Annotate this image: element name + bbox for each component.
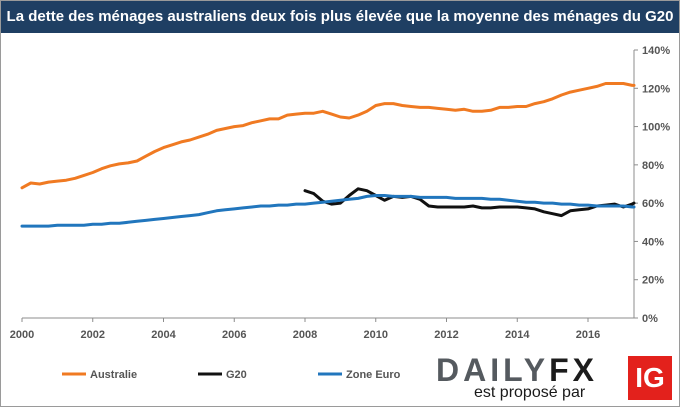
y-tick-label: 40%	[642, 236, 664, 248]
dailyfx-logo: DAILYFX est proposé par IG	[430, 352, 678, 404]
series-line-zone-euro	[20, 194, 636, 228]
x-tick-label: 2016	[576, 329, 600, 341]
chart-title: La dette des ménages australiens deux fo…	[1, 1, 679, 33]
y-tick-label: 0%	[642, 313, 658, 325]
legend-label: Zone Euro	[346, 369, 401, 381]
series-line-g20	[303, 187, 636, 218]
x-tick-label: 2000	[10, 329, 34, 341]
legend-label: G20	[226, 369, 247, 381]
y-tick-label: 120%	[642, 83, 670, 95]
y-tick-label: 60%	[642, 198, 664, 210]
y-tick-label: 140%	[642, 45, 670, 57]
x-tick-label: 2004	[151, 329, 176, 341]
y-tick-label: 100%	[642, 122, 670, 134]
x-tick-label: 2002	[81, 329, 105, 341]
dailyfx-wordmark: DAILYFX	[436, 352, 598, 389]
ig-logo: IG	[628, 356, 672, 400]
dailyfx-daily: DAILY	[436, 352, 550, 388]
legend-label: Australie	[90, 369, 137, 381]
y-tick-label: 20%	[642, 275, 664, 287]
x-tick-label: 2012	[434, 329, 458, 341]
x-tick-label: 2008	[293, 329, 317, 341]
x-tick-label: 2014	[505, 329, 530, 341]
x-tick-label: 2006	[222, 329, 246, 341]
x-tick-label: 2010	[364, 329, 388, 341]
series-line-australie	[20, 82, 636, 190]
y-tick-label: 80%	[642, 160, 664, 172]
tagline: est proposé par	[474, 384, 586, 401]
dailyfx-fx: FX	[549, 352, 598, 388]
